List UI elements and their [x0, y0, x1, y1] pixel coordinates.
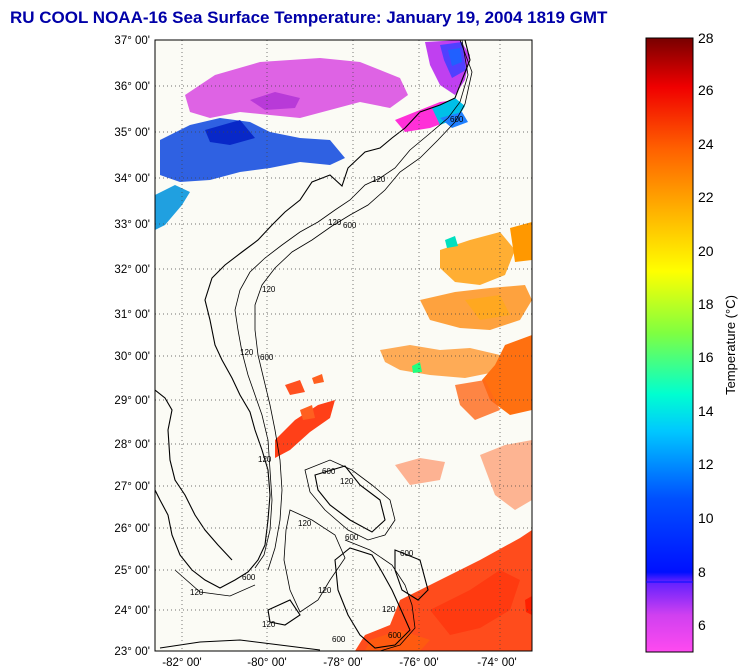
isobath-label: 600	[345, 533, 359, 542]
lat-label: 25° 00'	[114, 565, 150, 577]
isobath-label: 600	[388, 631, 402, 640]
lat-label: 27° 00'	[114, 481, 150, 493]
coastline	[155, 40, 471, 651]
colorbar-tick: 16	[698, 349, 714, 365]
lon-label: -74° 00'	[477, 657, 516, 669]
isobath-label: 120	[262, 620, 276, 629]
isobath-label: 120	[382, 605, 396, 614]
lon-label: -78° 00'	[323, 657, 362, 669]
isobath-label: 120	[298, 519, 312, 528]
colorbar-tick: 12	[698, 456, 714, 472]
isobath-label: 120	[328, 218, 342, 227]
colorbar: 28 26 24 22 20 18 16 14 12 10 8 6 Temper…	[645, 30, 738, 653]
colorbar-tick: 22	[698, 189, 714, 205]
lat-label: 28° 00'	[114, 439, 150, 451]
colorbar-label: Temperature (°C)	[723, 295, 738, 395]
lat-label: 24° 00'	[114, 605, 150, 617]
sst-patches	[155, 40, 532, 651]
lat-label: 31° 00'	[114, 309, 150, 321]
lat-label: 34° 00'	[114, 173, 150, 185]
colorbar-tick: 10	[698, 510, 714, 526]
grid	[155, 40, 532, 651]
isobath-label: 600	[400, 549, 414, 558]
lat-label: 23° 00'	[114, 646, 150, 658]
isobath-label: 600	[343, 221, 357, 230]
colorbar-tick: 14	[698, 403, 714, 419]
colorbar-tick: 24	[698, 136, 714, 152]
lat-label: 32° 00'	[114, 264, 150, 276]
colorbar-tick: 26	[698, 82, 714, 98]
isobath-label: 120	[262, 285, 276, 294]
isobath-label: 600	[242, 573, 256, 582]
lat-label: 33° 00'	[114, 219, 150, 231]
lon-label: -80° 00'	[247, 657, 286, 669]
lon-label: -82° 00'	[162, 657, 201, 669]
isobath-label: 120	[372, 175, 386, 184]
colorbar-tick: 28	[698, 30, 714, 46]
isobath-label: 120	[258, 455, 272, 464]
isobath-label: 600	[322, 467, 336, 476]
isobath-label: 600	[260, 353, 274, 362]
isobath-label: 600	[450, 115, 464, 124]
isobath-label: 120	[340, 477, 354, 486]
colorbar-tick: 18	[698, 296, 714, 312]
lat-label: 26° 00'	[114, 523, 150, 535]
latitude-labels: 37° 00' 36° 00' 35° 00' 34° 00' 33° 00' …	[114, 35, 150, 658]
isobath-label: 120	[240, 348, 254, 357]
lat-label: 35° 00'	[114, 127, 150, 139]
longitude-labels: -82° 00' -80° 00' -78° 00' -76° 00' -74°…	[162, 657, 516, 669]
lon-label: -76° 00'	[399, 657, 438, 669]
isobath-label: 120	[190, 588, 204, 597]
lat-label: 37° 00'	[114, 35, 150, 47]
map-frame	[154, 39, 533, 652]
isobaths	[174, 40, 473, 651]
colorbar-tick: 8	[698, 564, 706, 580]
isobath-label: 600	[332, 635, 346, 644]
isobath-label: 120	[318, 586, 332, 595]
lat-label: 30° 00'	[114, 351, 150, 363]
lat-label: 36° 00'	[114, 81, 150, 93]
colorbar-gradient	[645, 37, 694, 653]
colorbar-tick: 20	[698, 243, 714, 259]
page-title: RU COOL NOAA-16 Sea Surface Temperature:…	[10, 8, 608, 27]
lat-label: 29° 00'	[114, 395, 150, 407]
colorbar-tick: 6	[698, 617, 706, 633]
